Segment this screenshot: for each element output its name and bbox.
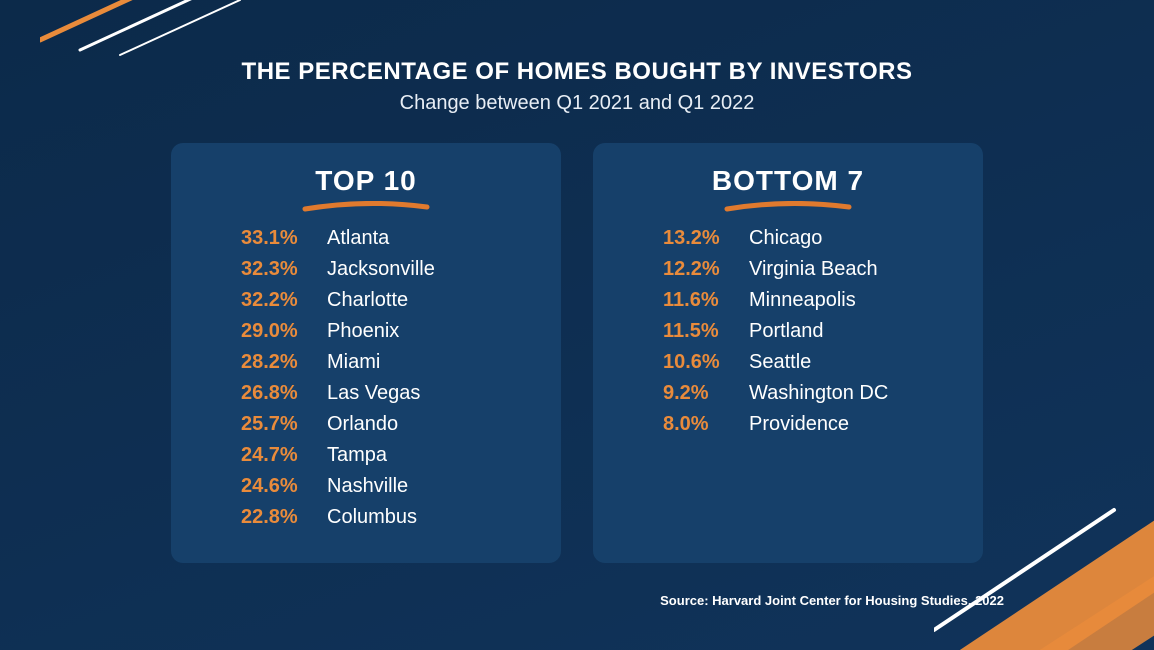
percentage-value: 25.7% xyxy=(241,413,313,436)
panel-top-10-header: TOP 10 xyxy=(207,165,525,213)
underline-swoosh-icon xyxy=(301,201,431,213)
list-item: 28.2% Miami xyxy=(241,351,525,374)
panel-top-10-rows: 33.1% Atlanta 32.3% Jacksonville 32.2% Charlo… xyxy=(207,227,525,529)
city-name: Providence xyxy=(749,413,849,436)
city-name: Portland xyxy=(749,320,824,343)
city-name: Chicago xyxy=(749,227,822,250)
percentage-value: 24.7% xyxy=(241,444,313,467)
underline-swoosh-icon xyxy=(723,201,853,213)
list-item: 12.2% Virginia Beach xyxy=(663,258,947,281)
percentage-value: 22.8% xyxy=(241,506,313,529)
list-item: 22.8% Columbus xyxy=(241,506,525,529)
city-name: Nashville xyxy=(327,475,408,498)
percentage-value: 10.6% xyxy=(663,351,735,374)
list-item: 10.6% Seattle xyxy=(663,351,947,374)
city-name: Minneapolis xyxy=(749,289,856,312)
percentage-value: 24.6% xyxy=(241,475,313,498)
list-item: 25.7% Orlando xyxy=(241,413,525,436)
list-item: 32.2% Charlotte xyxy=(241,289,525,312)
percentage-value: 32.3% xyxy=(241,258,313,281)
list-item: 26.8% Las Vegas xyxy=(241,382,525,405)
city-name: Orlando xyxy=(327,413,398,436)
list-item: 13.2% Chicago xyxy=(663,227,947,250)
percentage-value: 12.2% xyxy=(663,258,735,281)
city-name: Atlanta xyxy=(327,227,389,250)
panels-container: TOP 10 33.1% Atlanta 32.3% Jacksonville 32.2… xyxy=(171,143,983,563)
list-item: 29.0% Phoenix xyxy=(241,320,525,343)
city-name: Jacksonville xyxy=(327,258,435,281)
panel-bottom-7-rows: 13.2% Chicago 12.2% Virginia Beach 11.6% Minn… xyxy=(629,227,947,436)
percentage-value: 33.1% xyxy=(241,227,313,250)
panel-top-10-title: TOP 10 xyxy=(207,165,525,197)
percentage-value: 11.5% xyxy=(663,320,735,343)
list-item: 11.5% Portland xyxy=(663,320,947,343)
list-item: 9.2% Washington DC xyxy=(663,382,947,405)
city-name: Virginia Beach xyxy=(749,258,878,281)
main-title: THE PERCENTAGE OF HOMES BOUGHT BY INVEST… xyxy=(242,58,913,86)
percentage-value: 26.8% xyxy=(241,382,313,405)
city-name: Miami xyxy=(327,351,380,374)
percentage-value: 32.2% xyxy=(241,289,313,312)
list-item: 24.6% Nashville xyxy=(241,475,525,498)
list-item: 24.7% Tampa xyxy=(241,444,525,467)
percentage-value: 11.6% xyxy=(663,289,735,312)
panel-top-10: TOP 10 33.1% Atlanta 32.3% Jacksonville 32.2… xyxy=(171,143,561,563)
percentage-value: 13.2% xyxy=(663,227,735,250)
percentage-value: 8.0% xyxy=(663,413,735,436)
percentage-value: 29.0% xyxy=(241,320,313,343)
city-name: Tampa xyxy=(327,444,387,467)
list-item: 11.6% Minneapolis xyxy=(663,289,947,312)
list-item: 33.1% Atlanta xyxy=(241,227,525,250)
city-name: Phoenix xyxy=(327,320,399,343)
panel-bottom-7-title: BOTTOM 7 xyxy=(629,165,947,197)
panel-bottom-7: BOTTOM 7 13.2% Chicago 12.2% Virginia Beach… xyxy=(593,143,983,563)
list-item: 32.3% Jacksonville xyxy=(241,258,525,281)
city-name: Las Vegas xyxy=(327,382,420,405)
city-name: Columbus xyxy=(327,506,417,529)
percentage-value: 9.2% xyxy=(663,382,735,405)
city-name: Charlotte xyxy=(327,289,408,312)
source-citation: Source: Harvard Joint Center for Housing… xyxy=(660,593,1004,608)
subtitle: Change between Q1 2021 and Q1 2022 xyxy=(400,92,755,115)
city-name: Seattle xyxy=(749,351,811,374)
list-item: 8.0% Providence xyxy=(663,413,947,436)
city-name: Washington DC xyxy=(749,382,888,405)
percentage-value: 28.2% xyxy=(241,351,313,374)
panel-bottom-7-header: BOTTOM 7 xyxy=(629,165,947,213)
